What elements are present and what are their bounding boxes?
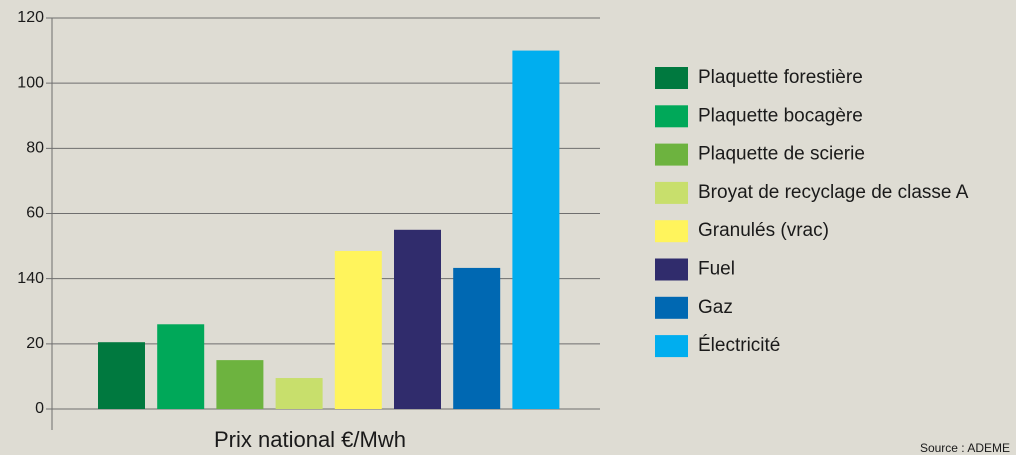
legend-swatch (655, 105, 688, 128)
bar (394, 229, 441, 409)
legend-swatch (655, 181, 688, 204)
bar (98, 342, 145, 409)
legend-label: Électricité (698, 335, 780, 356)
bar (157, 324, 205, 409)
legend-label: Plaquette bocagère (698, 105, 863, 126)
bar (216, 360, 264, 409)
legend-swatch (655, 335, 688, 358)
legend-label: Gaz (698, 297, 733, 318)
legend-label: Plaquette forestière (698, 67, 863, 88)
legend-swatch (655, 67, 688, 89)
legend-swatch (655, 143, 688, 166)
legend-label: Granulés (vrac) (698, 220, 829, 241)
legend-label: Fuel (698, 259, 735, 280)
y-tick-label: 100 (17, 74, 44, 91)
legend-label: Plaquette de scierie (698, 144, 865, 165)
legend-swatch (655, 296, 688, 319)
bar (453, 267, 501, 409)
y-tick-label: 140 (17, 270, 44, 287)
legend-swatch (655, 220, 688, 243)
y-tick-label: 0 (35, 400, 44, 417)
x-axis-label: Prix national €/Mwh (214, 427, 406, 452)
y-tick-label: 80 (26, 140, 44, 157)
source: Source : ADEME (920, 441, 1010, 455)
bar (512, 50, 560, 409)
y-tick-label: 60 (26, 205, 44, 222)
legend-label: Broyat de recyclage de classe A (698, 182, 969, 203)
y-tick-label: 120 (17, 9, 44, 26)
legend-swatch (655, 258, 688, 281)
y-tick-label: 20 (26, 335, 44, 352)
bar (334, 250, 382, 409)
bar (275, 378, 323, 409)
